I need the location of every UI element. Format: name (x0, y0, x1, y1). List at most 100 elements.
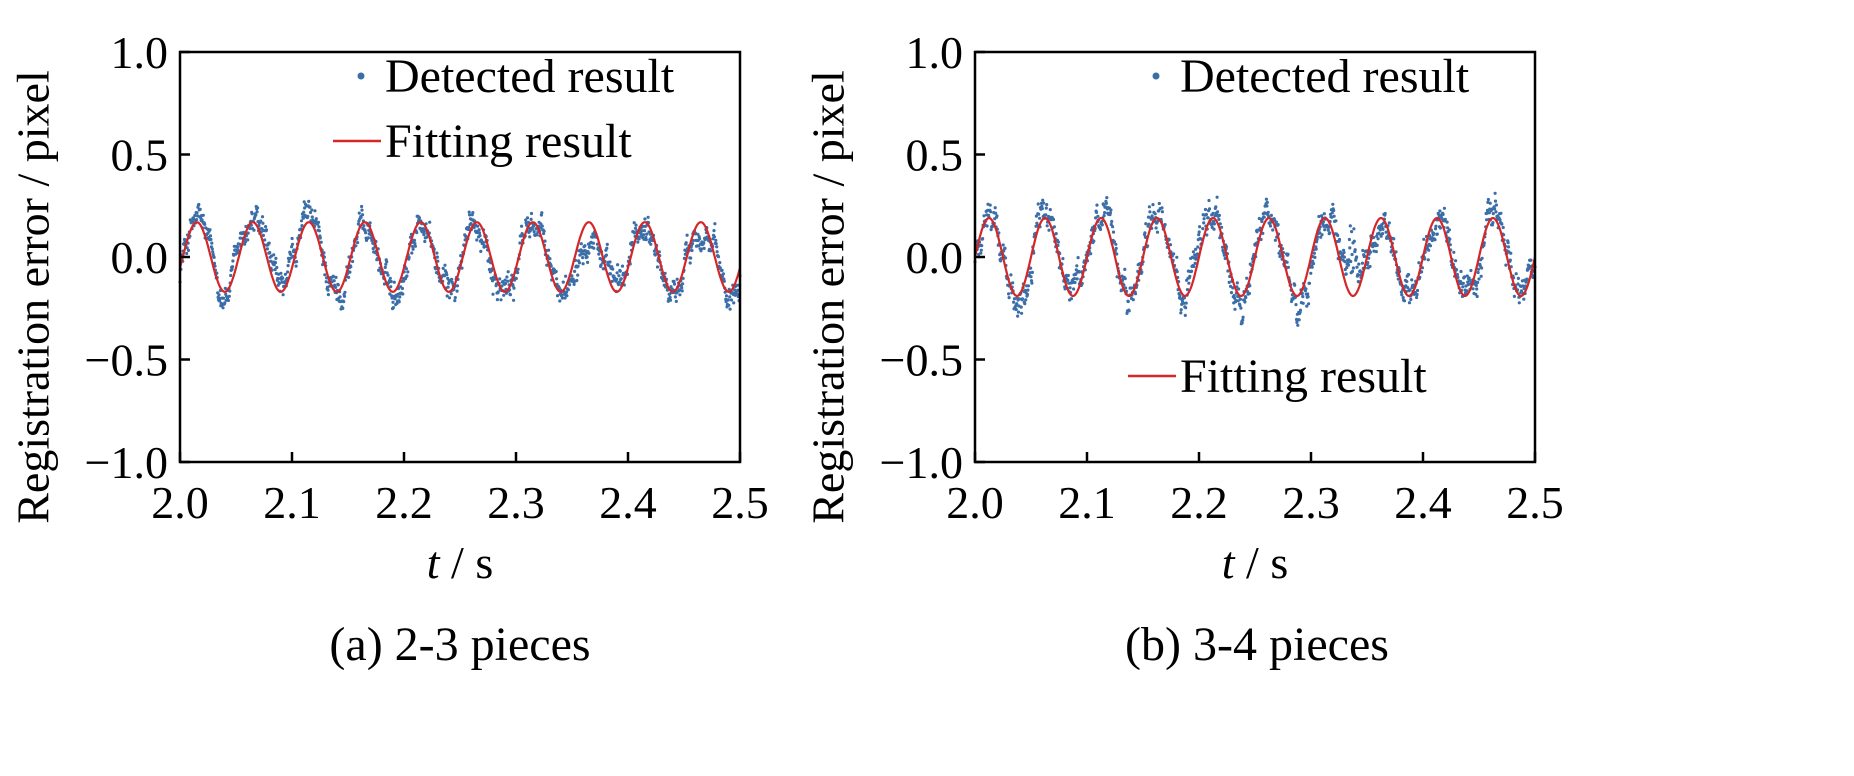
detected-point (1452, 250, 1456, 254)
detected-point (260, 215, 265, 219)
detected-point (1459, 269, 1463, 274)
detected-point (1448, 243, 1452, 247)
detected-point (1076, 256, 1080, 260)
detected-point (610, 279, 614, 283)
detected-point (230, 267, 234, 271)
detected-point (211, 250, 215, 254)
detected-point (1001, 243, 1005, 247)
detected-point (1337, 237, 1342, 242)
detected-point (407, 255, 411, 260)
detected-point (299, 219, 304, 223)
detected-point (1232, 294, 1236, 298)
detected-point (402, 279, 406, 283)
detected-point (1007, 296, 1011, 300)
detected-point (1506, 241, 1510, 245)
detected-point (560, 296, 565, 300)
y-tick-label: −0.5 (880, 335, 963, 386)
detected-point (1243, 300, 1247, 304)
detected-point (290, 245, 294, 249)
detected-point (543, 239, 547, 243)
detected-point (563, 296, 567, 300)
detected-point (1433, 238, 1437, 242)
detected-point (281, 276, 285, 280)
detected-point (384, 262, 388, 266)
detected-point (1272, 218, 1277, 222)
detected-point (1383, 211, 1387, 216)
fitting-curve (178, 221, 742, 294)
detected-point (255, 210, 259, 214)
detected-point (1175, 255, 1179, 259)
detected-point (713, 222, 717, 226)
detected-point (587, 251, 591, 255)
panel-b-x-ticks: 2.0 2.1 2.2 2.3 2.4 2.5 (946, 452, 1564, 528)
detected-point (1094, 216, 1098, 220)
detected-point (359, 215, 363, 219)
detected-point (646, 215, 650, 219)
detected-point (286, 264, 290, 268)
detected-point (209, 237, 213, 242)
detected-point (235, 251, 239, 255)
detected-point (286, 270, 290, 274)
panel-b-fitting-line (973, 217, 1537, 297)
detected-point (575, 278, 579, 283)
detected-point (1493, 199, 1498, 203)
detected-point (1427, 248, 1431, 252)
detected-point (1030, 281, 1034, 285)
detected-point (619, 277, 623, 281)
detected-point (1311, 262, 1316, 266)
detected-point (413, 244, 417, 248)
detected-point (1045, 203, 1049, 207)
detected-point (1075, 277, 1079, 281)
detected-point (314, 217, 318, 221)
detected-point (1494, 203, 1498, 207)
detected-point (727, 303, 731, 307)
detected-point (295, 260, 299, 264)
detected-point (445, 273, 449, 277)
detected-point (1405, 279, 1409, 284)
detected-point (1154, 226, 1158, 230)
panel-a-y-axis-label: Registration error / pixel (8, 70, 59, 524)
detected-point (633, 231, 637, 235)
detected-point (341, 306, 345, 310)
detected-point (529, 217, 533, 221)
detected-point (1125, 311, 1129, 315)
detected-point (729, 298, 734, 302)
detected-point (389, 279, 393, 284)
detected-point (1114, 246, 1118, 250)
detected-point (604, 253, 609, 257)
detected-point (1100, 219, 1104, 224)
detected-point (988, 203, 992, 207)
detected-point (362, 224, 366, 228)
detected-point (281, 293, 285, 297)
detected-point (1301, 295, 1305, 299)
detected-point (317, 229, 321, 233)
detected-point (1216, 210, 1220, 214)
panel-a-legend-fitting: Fitting result (333, 115, 632, 168)
detected-point (1399, 290, 1403, 294)
detected-point (467, 225, 471, 229)
detected-point (1294, 303, 1298, 307)
detected-point (1237, 287, 1241, 291)
detected-point (1263, 211, 1268, 215)
detected-point (228, 289, 232, 293)
panel-b-x-axis-label-var: t (1222, 537, 1236, 588)
detected-point (1218, 222, 1222, 226)
detected-point (1123, 267, 1127, 271)
detected-point (283, 272, 287, 276)
detected-point (208, 234, 213, 238)
detected-point (246, 238, 250, 242)
detected-point (201, 213, 205, 217)
detected-point (1407, 273, 1411, 277)
x-tick-label: 2.2 (1170, 477, 1228, 528)
detected-point (326, 288, 330, 292)
detected-point (1312, 251, 1316, 255)
detected-point (1258, 226, 1262, 230)
detected-point (577, 261, 582, 265)
detected-point (210, 241, 214, 245)
detected-point (1467, 278, 1472, 282)
detected-point (428, 220, 432, 224)
detected-point (1188, 274, 1192, 278)
detected-point (385, 260, 389, 264)
detected-point (476, 224, 480, 228)
